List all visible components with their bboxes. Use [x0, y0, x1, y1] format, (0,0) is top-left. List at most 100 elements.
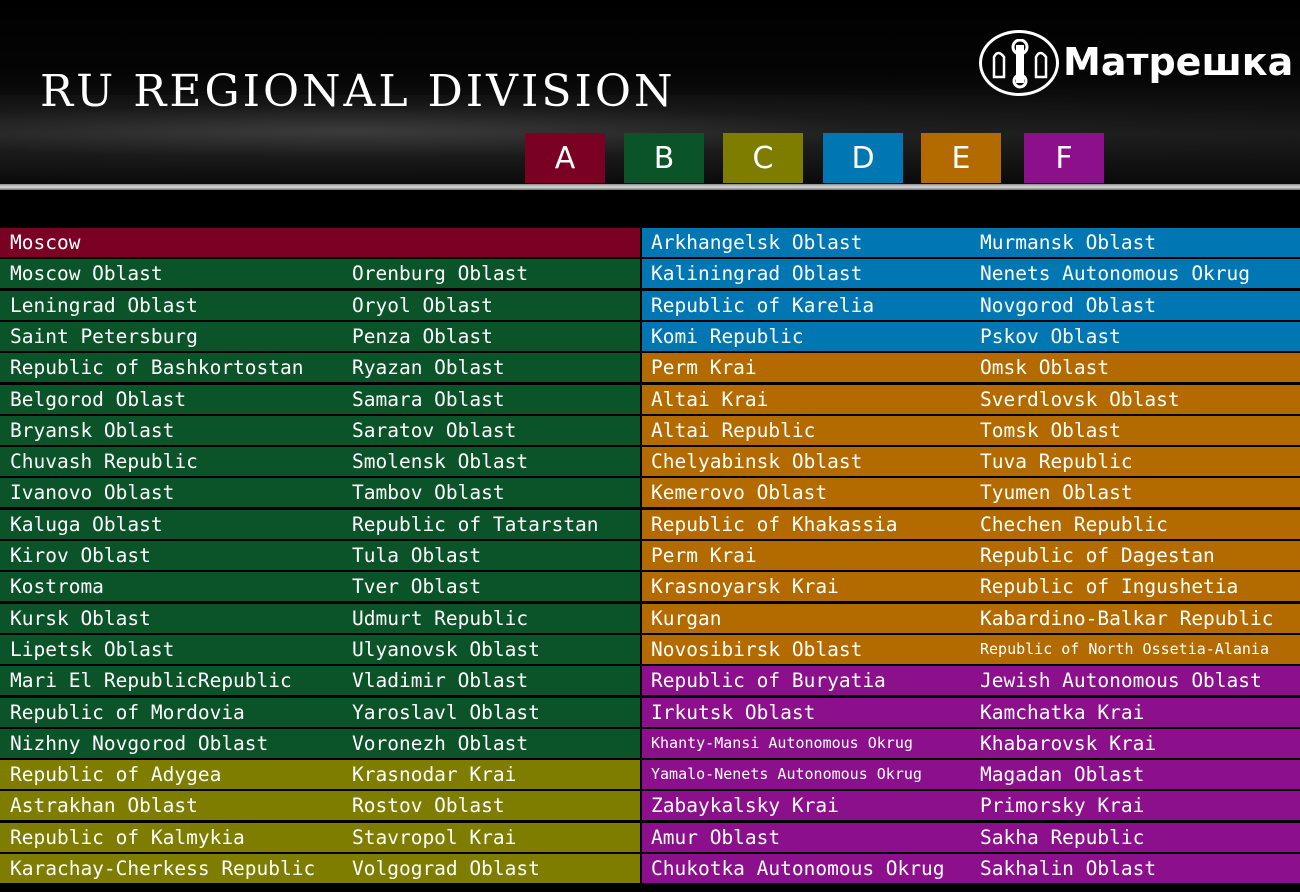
table-row: Leningrad Oblast Oryol Oblast	[0, 290, 640, 320]
table-row: Altai Krai Sverdlovsk Oblast	[642, 384, 1300, 414]
region-name: Mari El RepublicRepublic	[10, 669, 292, 693]
region-name: Kemerovo Oblast	[651, 481, 828, 505]
region-name: Chuvash Republic	[10, 450, 198, 474]
table-row: Kirov Oblast Tula Oblast	[0, 541, 640, 570]
table-row: Mari El RepublicRepublic Vladimir Oblast	[0, 666, 640, 696]
region-name: Udmurt Republic	[352, 606, 529, 630]
table-row: Krasnoyarsk Krai Republic of Ingushetia	[642, 572, 1300, 602]
region-name: Yamalo-Nenets Autonomous Okrug	[651, 765, 922, 784]
region-name: Pskov Oblast	[980, 324, 1121, 348]
table-row: Republic of Karelia Novgorod Oblast	[642, 290, 1300, 320]
region-name: Perm Krai	[651, 544, 757, 567]
region-name: Komi Republic	[651, 324, 804, 348]
header-divider	[0, 184, 1300, 190]
region-name: Tver Oblast	[352, 575, 482, 599]
table-row: Saint Petersburg Penza Oblast	[0, 321, 640, 351]
region-name: Astrakhan Oblast	[10, 794, 198, 818]
region-name: Tambov Oblast	[352, 481, 505, 505]
table-row: Republic of Adygea Krasnodar Krai	[0, 760, 640, 790]
region-name: Saint Petersburg	[10, 324, 198, 348]
wrench-logo-icon	[979, 30, 1059, 96]
table-row: Kursk Oblast Udmurt Republic	[0, 603, 640, 633]
legend-c: C	[723, 133, 803, 183]
table-row: Perm Krai Republic of Dagestan	[642, 541, 1300, 570]
table-row: Republic of Buryatia Jewish Autonomous Ob…	[642, 666, 1300, 696]
logo: Матрешка	[979, 30, 1293, 102]
region-name: Kaluga Oblast	[10, 512, 163, 536]
legend-d: D	[823, 133, 903, 183]
region-name: Republic of North Ossetia-Alania	[980, 639, 1269, 658]
region-name: Smolensk Oblast	[352, 450, 529, 474]
region-name: Saratov Oblast	[352, 418, 517, 442]
region-name: Tomsk Oblast	[980, 418, 1121, 442]
table-row: Chuvash Republic Smolensk Oblast	[0, 447, 640, 477]
table-row: Irkutsk Oblast Kamchatka Krai	[642, 697, 1300, 727]
region-name: Republic of Bashkortostan	[10, 356, 304, 380]
region-name: Amur Oblast	[651, 825, 781, 849]
region-name: Jewish Autonomous Oblast	[980, 669, 1262, 693]
region-name: Republic of Tatarstan	[352, 512, 599, 536]
table-row: Altai Republic Tomsk Oblast	[642, 415, 1300, 445]
region-name: Moscow Oblast	[10, 262, 163, 286]
table-row: Komi Republic Pskov Oblast	[642, 321, 1300, 351]
table-row: Chelyabinsk Oblast Tuva Republic	[642, 447, 1300, 477]
region-name: Kaliningrad Oblast	[651, 262, 863, 286]
table-row: Moscow	[0, 228, 640, 257]
region-name: Nenets Autonomous Okrug	[980, 262, 1251, 286]
region-name: Nizhny Novgorod Oblast	[10, 731, 269, 755]
region-name: Stavropol Krai	[352, 825, 517, 849]
region-name: Vladimir Oblast	[352, 669, 529, 693]
region-name: Murmansk Oblast	[980, 231, 1157, 254]
region-name: Altai Republic	[651, 418, 816, 442]
legend-a: A	[525, 133, 605, 183]
region-name: Yaroslavl Oblast	[352, 700, 540, 724]
region-name: Arkhangelsk Oblast	[651, 231, 863, 254]
table-row: Kaliningrad Oblast Nenets Autonomous Okru…	[642, 259, 1300, 289]
region-name: Republic of Karelia	[651, 293, 875, 317]
table-row: Amur Oblast Sakha Republic	[642, 822, 1300, 852]
table-row: Zabaykalsky Krai Primorsky Krai	[642, 791, 1300, 821]
region-name: Sakha Republic	[980, 825, 1145, 849]
table-row: Belgorod Oblast Samara Oblast	[0, 384, 640, 414]
region-name: Irkutsk Oblast	[651, 700, 816, 724]
region-name: Karachay-Cherkess Republic	[10, 857, 316, 880]
table-row: Novosibirsk Oblast Republic of North Osse…	[642, 634, 1300, 664]
table-row: Moscow Oblast Orenburg Oblast	[0, 259, 640, 289]
table-row: Republic of Mordovia Yaroslavl Oblast	[0, 697, 640, 727]
table-row: Republic of Khakassia Chechen Republic	[642, 509, 1300, 539]
region-name: Ryazan Oblast	[352, 356, 505, 380]
table-row: Lipetsk Oblast Ulyanovsk Oblast	[0, 634, 640, 664]
region-name: Novgorod Oblast	[980, 293, 1157, 317]
legend-e: E	[921, 133, 1001, 183]
region-name: Samara Oblast	[352, 387, 505, 411]
region-name: Tyumen Oblast	[980, 481, 1133, 505]
region-name: Kurgan	[651, 606, 722, 630]
page-title: RU REGIONAL DIVISION	[40, 66, 676, 117]
region-name: Primorsky Krai	[980, 794, 1145, 818]
region-name: Moscow	[10, 231, 81, 254]
region-name: Oryol Oblast	[352, 293, 493, 317]
region-name: Orenburg Oblast	[352, 262, 529, 286]
region-name: Leningrad Oblast	[10, 293, 198, 317]
region-name: Perm Krai	[651, 356, 757, 380]
region-name: Lipetsk Oblast	[10, 637, 175, 661]
region-name: Kirov Oblast	[10, 544, 151, 567]
table-row: Yamalo-Nenets Autonomous Okrug Magadan Ob…	[642, 760, 1300, 790]
region-name: Khabarovsk Krai	[980, 731, 1157, 755]
region-name: Republic of Khakassia	[651, 512, 898, 536]
region-name: Ulyanovsk Oblast	[352, 637, 540, 661]
region-name: Penza Oblast	[352, 324, 493, 348]
table-row: Kostroma Tver Oblast	[0, 572, 640, 602]
region-name: Volgograd Oblast	[352, 857, 540, 880]
region-name: Altai Krai	[651, 387, 769, 411]
region-name: Novosibirsk Oblast	[651, 637, 863, 661]
region-name: Chukotka Autonomous Okrug	[651, 857, 945, 880]
region-name: Republic of Kalmykia	[10, 825, 245, 849]
table-row: Khanty-Mansi Autonomous Okrug Khabarovsk …	[642, 728, 1300, 758]
region-name: Chechen Republic	[980, 512, 1168, 536]
region-name: Kabardino-Balkar Republic	[980, 606, 1274, 630]
region-name: Magadan Oblast	[980, 763, 1145, 787]
table-row: Chukotka Autonomous Okrug Sakhalin Oblast	[642, 854, 1300, 883]
region-name: Voronezh Oblast	[352, 731, 529, 755]
legend-b: B	[624, 133, 704, 183]
